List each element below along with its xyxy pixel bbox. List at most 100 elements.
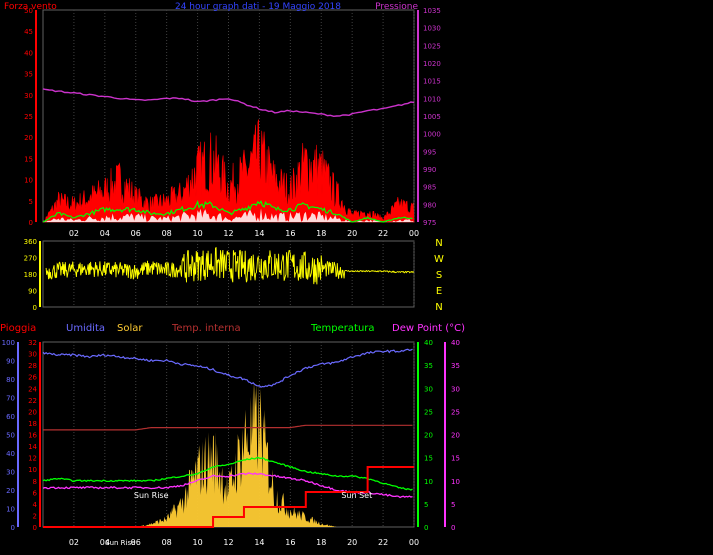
tick-direction: 360 (24, 238, 37, 246)
tick-hour: 22 (378, 538, 388, 547)
tick-hour: 10 (192, 229, 202, 238)
tick-direction: 0 (33, 304, 37, 312)
tick-humidity: 60 (6, 413, 15, 421)
tick-dewpoint: 15 (451, 455, 460, 463)
tick-humidity: 30 (6, 469, 15, 477)
tick-hour: 00 (409, 538, 419, 547)
tick-dewpoint: 5 (451, 501, 455, 509)
tick-temperature: 25 (424, 408, 433, 416)
tick-rain: 20 (28, 408, 37, 416)
tick-rain: 14 (28, 443, 37, 451)
wind-average-series (42, 200, 413, 223)
wind-axis-label: Forza vento (4, 2, 57, 12)
legend-4: Temperatura (310, 323, 375, 334)
tick-hour: 04 (100, 538, 110, 547)
tick-rain: 24 (28, 385, 37, 393)
legend-5: Dew Point (°C) (392, 323, 465, 334)
tick-hour: 02 (69, 229, 79, 238)
tick-pressure: 985 (423, 184, 436, 192)
tick-hour: 08 (162, 538, 172, 547)
wind-direction-series (45, 246, 415, 285)
tick-pressure: 1020 (423, 60, 441, 68)
tick-humidity: 10 (6, 506, 15, 514)
tick-temperature: 40 (424, 339, 433, 347)
tick-dewpoint: 25 (451, 408, 460, 416)
tick-direction: 270 (24, 255, 37, 263)
annotation-sunset: Sun Set (341, 491, 372, 500)
legend-1: Umidita (66, 323, 105, 334)
tick-wind: 15 (24, 155, 33, 163)
tick-rain: 18 (28, 420, 37, 428)
tick-hour: 12 (223, 538, 233, 547)
tick-temperature: 10 (424, 478, 433, 486)
chart-title: 24 hour graph dati - 19 Maggio 2018 (175, 2, 341, 12)
tick-rain: 6 (33, 489, 38, 497)
compass-letter: S (436, 270, 442, 281)
tick-temperature: 15 (424, 455, 433, 463)
tick-wind: 40 (24, 49, 33, 57)
tick-pressure: 1005 (423, 113, 441, 121)
tick-wind: 20 (24, 134, 33, 142)
tick-rain: 0 (33, 524, 37, 532)
tick-humidity: 70 (6, 395, 15, 403)
tick-rain: 26 (28, 374, 37, 382)
wind-gust-series (42, 119, 415, 223)
temperature-series (42, 456, 413, 491)
tick-dewpoint: 10 (451, 478, 460, 486)
tick-dewpoint: 35 (451, 362, 460, 370)
tick-dewpoint: 30 (451, 385, 460, 393)
tick-humidity: 90 (6, 358, 15, 366)
tick-rain: 4 (33, 501, 38, 509)
tick-hour: 14 (254, 229, 264, 238)
tick-hour: 02 (69, 538, 79, 547)
wind-calm-series (43, 208, 414, 222)
tick-temperature: 35 (424, 362, 433, 370)
humidity-series (42, 348, 413, 388)
tick-pressure: 1000 (423, 131, 441, 139)
tick-wind: 5 (29, 198, 33, 206)
tick-wind: 25 (24, 113, 33, 121)
compass-letter: E (436, 286, 442, 297)
tick-wind: 30 (24, 92, 33, 100)
pressure-axis-label: Pressione (375, 2, 418, 12)
tick-temperature: 0 (424, 524, 428, 532)
tick-rain: 32 (28, 339, 37, 347)
legend-3: Temp. interna (171, 323, 241, 334)
tick-pressure: 1015 (423, 78, 441, 86)
tick-hour: 00 (409, 229, 419, 238)
indoor-temp-series (43, 424, 413, 431)
tick-wind: 35 (24, 71, 33, 79)
legend-0: Pioggia (0, 323, 36, 334)
tick-sunrise: Sun Rise (105, 539, 135, 547)
tick-temperature: 20 (424, 432, 433, 440)
tick-pressure: 980 (423, 201, 436, 209)
tick-humidity: 20 (6, 487, 15, 495)
tick-pressure: 1010 (423, 95, 441, 103)
tick-rain: 16 (28, 432, 37, 440)
tick-hour: 06 (131, 229, 141, 238)
tick-hour: 14 (254, 538, 264, 547)
tick-humidity: 40 (6, 450, 15, 458)
tick-direction: 90 (28, 288, 37, 296)
tick-hour: 20 (347, 538, 357, 547)
tick-rain: 2 (33, 512, 37, 520)
tick-hour: 12 (223, 229, 233, 238)
tick-pressure: 990 (423, 166, 436, 174)
tick-rain: 22 (28, 397, 37, 405)
tick-humidity: 0 (11, 524, 15, 532)
tick-direction: 180 (24, 271, 37, 279)
tick-rain: 8 (33, 478, 37, 486)
tick-hour: 18 (316, 229, 326, 238)
tick-hour: 16 (285, 538, 295, 547)
tick-pressure: 1025 (423, 42, 441, 50)
tick-dewpoint: 20 (451, 432, 460, 440)
tick-hour: 06 (131, 538, 141, 547)
compass-letter: N (435, 302, 442, 313)
tick-dewpoint: 0 (451, 524, 455, 532)
tick-hour: 16 (285, 229, 295, 238)
tick-pressure: 1030 (423, 25, 441, 33)
tick-wind: 45 (24, 28, 33, 36)
compass-letter: W (434, 254, 444, 265)
tick-humidity: 100 (2, 339, 15, 347)
